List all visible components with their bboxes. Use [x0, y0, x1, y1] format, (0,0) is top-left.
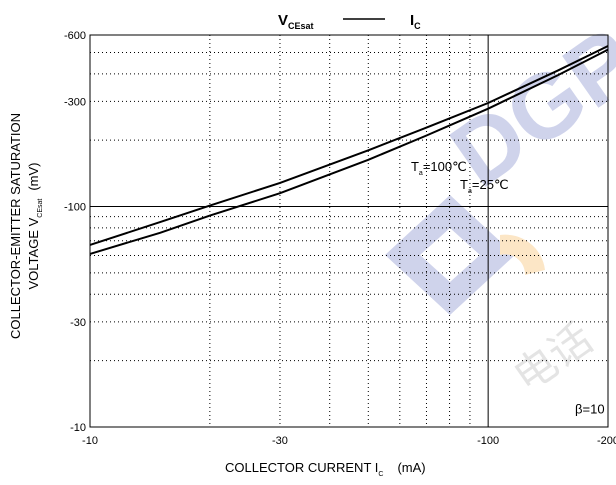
title-right-sub: C [414, 21, 421, 31]
y-axis-label-line2-unit: (mV) [26, 163, 41, 191]
x-tick-label: -100 [477, 435, 499, 447]
reference-lines [90, 35, 608, 427]
series-labels: Ta=100℃Ta=25℃ [411, 159, 509, 195]
svg-text:电话: 电话 [505, 313, 602, 401]
series-line-1 [89, 48, 609, 255]
series-curves [89, 45, 609, 255]
chart-title: VCEsat IC [278, 12, 421, 31]
x-tick-label: -30 [272, 435, 288, 447]
y-axis-label: COLLECTOR-EMITTER SATURATION VOLTAGE VCE… [8, 113, 44, 339]
y-axis-label-line1: COLLECTOR-EMITTER SATURATION [8, 113, 23, 339]
y-tick-label: -30 [70, 317, 86, 329]
title-left-sub: CEsat [288, 21, 314, 31]
x-axis-label: COLLECTOR CURRENT IC (mA) [225, 460, 426, 478]
y-tick-label: -100 [64, 202, 86, 214]
title-right-main: I [410, 12, 414, 29]
y-axis-label-line2-main: VOLTAGE V [26, 217, 41, 289]
y-tick-label: -300 [64, 96, 86, 108]
y-tick-labels: -10 -30 -100 -300 -600 [64, 30, 86, 434]
x-axis-label-sub: C [378, 471, 383, 478]
annotation-beta: β=10 [575, 402, 605, 417]
series-label-1: Ta=25℃ [460, 177, 509, 195]
svg-text:IC: IC [410, 12, 421, 31]
series-line-0 [89, 45, 609, 246]
y-axis-label-line2-sub: CEsat [37, 199, 44, 218]
y-tick-label: -10 [70, 422, 86, 434]
svg-text:VCEsat: VCEsat [278, 12, 314, 31]
x-tick-label: -10 [82, 435, 98, 447]
x-axis-label-main: COLLECTOR CURRENT I [225, 460, 378, 475]
x-axis-label-unit: (mA) [397, 460, 425, 475]
annotations: β=10 [575, 402, 605, 417]
grid-lines [90, 35, 608, 427]
y-axis-label-line2: VOLTAGE VCEsat (mV) [26, 163, 44, 290]
x-tick-label: -200 [597, 435, 616, 447]
x-tick-labels: -10 -30 -100 -200 [82, 435, 616, 447]
y-tick-label: -600 [64, 30, 86, 42]
title-left-main: V [278, 12, 288, 29]
series-label-0: Ta=100℃ [411, 159, 467, 177]
plot-frame [89, 34, 609, 428]
watermark-logo: DGP 电话 [385, 9, 616, 402]
